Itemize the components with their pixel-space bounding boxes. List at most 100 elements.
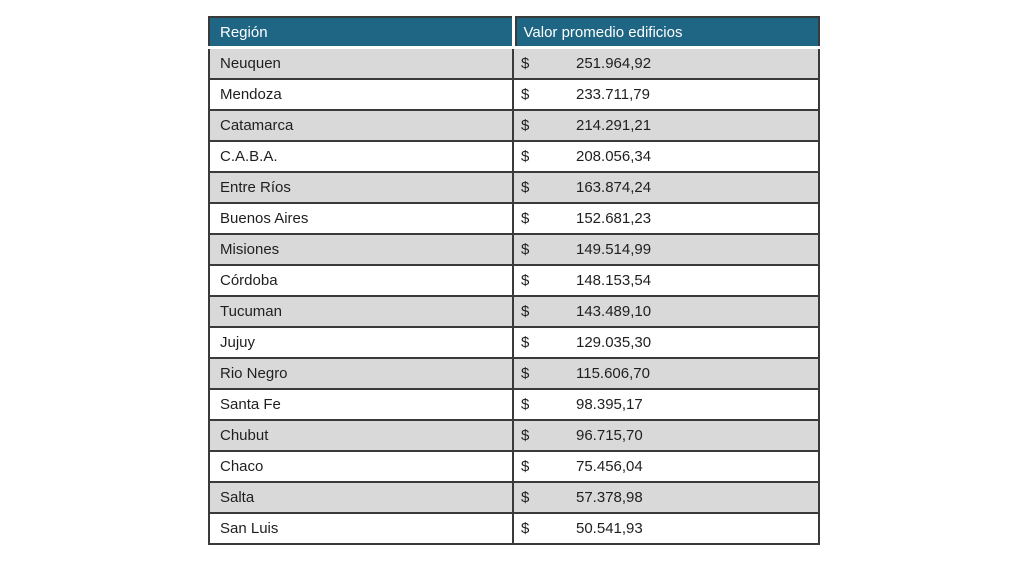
- region-label: Catamarca: [220, 117, 294, 134]
- value-amount: 148.153,54: [576, 272, 652, 289]
- value-cell: $ 208.056,34: [512, 140, 820, 173]
- region-cell: Salta: [208, 481, 514, 514]
- value-cell: $ 251.964,92: [512, 46, 820, 80]
- region-cell: Chubut: [208, 419, 514, 452]
- currency-symbol: $: [521, 241, 530, 258]
- region-cell: Neuquen: [208, 46, 514, 80]
- region-values-table: Región Valor promedio edificios Neuquen …: [208, 16, 820, 545]
- value-amount: 163.874,24: [576, 179, 652, 196]
- value-cell: $ 57.378,98: [512, 481, 820, 514]
- table-row: Catamarca $ 214.291,21: [208, 109, 820, 142]
- currency-symbol: $: [521, 396, 530, 413]
- region-label: San Luis: [220, 520, 279, 537]
- region-label: Salta: [220, 489, 255, 506]
- value-cell: $ 148.153,54: [512, 264, 820, 297]
- currency-symbol: $: [521, 148, 530, 165]
- currency-symbol: $: [521, 303, 530, 320]
- region-cell: Catamarca: [208, 109, 514, 142]
- region-label: Córdoba: [220, 272, 278, 289]
- region-cell: Mendoza: [208, 78, 514, 111]
- table-row: Rio Negro $ 115.606,70: [208, 357, 820, 390]
- value-cell: $ 149.514,99: [512, 233, 820, 266]
- currency-symbol: $: [521, 179, 530, 196]
- value-cell: $ 115.606,70: [512, 357, 820, 390]
- table-row: Mendoza $ 233.711,79: [208, 78, 820, 111]
- region-label: Jujuy: [220, 334, 256, 351]
- table-row: Córdoba $ 148.153,54: [208, 264, 820, 297]
- region-label: Tucuman: [220, 303, 282, 320]
- value-amount: 129.035,30: [576, 334, 652, 351]
- region-cell: Córdoba: [208, 264, 514, 297]
- table-row: Buenos Aires $ 152.681,23: [208, 202, 820, 235]
- table-row: Misiones $ 149.514,99: [208, 233, 820, 266]
- currency-symbol: $: [521, 210, 530, 227]
- value-amount: 50.541,93: [576, 520, 643, 537]
- region-label: Entre Ríos: [220, 179, 291, 196]
- value-cell: $ 75.456,04: [512, 450, 820, 483]
- currency-symbol: $: [521, 86, 530, 103]
- value-amount: 152.681,23: [576, 210, 652, 227]
- region-cell: Rio Negro: [208, 357, 514, 390]
- table-row: Jujuy $ 129.035,30: [208, 326, 820, 359]
- value-amount: 208.056,34: [576, 148, 652, 165]
- currency-symbol: $: [521, 334, 530, 351]
- column-header-value: Valor promedio edificios: [513, 17, 819, 49]
- currency-symbol: $: [521, 458, 530, 475]
- table-row: Salta $ 57.378,98: [208, 481, 820, 514]
- value-cell: $ 143.489,10: [512, 295, 820, 328]
- currency-symbol: $: [521, 365, 530, 382]
- currency-symbol: $: [521, 272, 530, 289]
- value-cell: $ 214.291,21: [512, 109, 820, 142]
- value-amount: 214.291,21: [576, 117, 652, 134]
- column-header-region: Región: [209, 17, 515, 49]
- region-cell: Tucuman: [208, 295, 514, 328]
- table-row: C.A.B.A. $ 208.056,34: [208, 140, 820, 173]
- value-cell: $ 233.711,79: [512, 78, 820, 111]
- currency-symbol: $: [521, 489, 530, 506]
- region-label: Neuquen: [220, 55, 281, 72]
- table-row: San Luis $ 50.541,93: [208, 512, 820, 545]
- value-amount: 57.378,98: [576, 489, 643, 506]
- region-cell: Misiones: [208, 233, 514, 266]
- table-header-row: Región Valor promedio edificios: [209, 17, 819, 49]
- region-label: Chaco: [220, 458, 264, 475]
- table-row: Chubut $ 96.715,70: [208, 419, 820, 452]
- region-label: Mendoza: [220, 86, 282, 103]
- table-row: Santa Fe $ 98.395,17: [208, 388, 820, 421]
- table-row: Neuquen $ 251.964,92: [208, 46, 820, 80]
- region-label: Santa Fe: [220, 396, 281, 413]
- currency-symbol: $: [521, 520, 530, 537]
- region-cell: Chaco: [208, 450, 514, 483]
- value-cell: $ 152.681,23: [512, 202, 820, 235]
- region-label: Buenos Aires: [220, 210, 309, 227]
- value-amount: 233.711,79: [576, 86, 650, 103]
- region-label: Chubut: [220, 427, 269, 444]
- region-cell: San Luis: [208, 512, 514, 545]
- currency-symbol: $: [521, 117, 530, 134]
- value-cell: $ 163.874,24: [512, 171, 820, 204]
- table-row: Chaco $ 75.456,04: [208, 450, 820, 483]
- currency-symbol: $: [521, 55, 530, 72]
- value-amount: 143.489,10: [576, 303, 652, 320]
- value-amount: 149.514,99: [576, 241, 652, 258]
- value-amount: 115.606,70: [576, 365, 650, 382]
- region-cell: C.A.B.A.: [208, 140, 514, 173]
- value-amount: 251.964,92: [576, 55, 652, 72]
- region-label: Rio Negro: [220, 365, 288, 382]
- value-amount: 75.456,04: [576, 458, 643, 475]
- value-cell: $ 98.395,17: [512, 388, 820, 421]
- value-amount: 96.715,70: [576, 427, 643, 444]
- region-label: C.A.B.A.: [220, 148, 278, 165]
- region-cell: Buenos Aires: [208, 202, 514, 235]
- region-cell: Jujuy: [208, 326, 514, 359]
- region-cell: Entre Ríos: [208, 171, 514, 204]
- value-cell: $ 50.541,93: [512, 512, 820, 545]
- value-cell: $ 129.035,30: [512, 326, 820, 359]
- region-label: Misiones: [220, 241, 280, 258]
- region-cell: Santa Fe: [208, 388, 514, 421]
- value-amount: 98.395,17: [576, 396, 643, 413]
- table-row: Tucuman $ 143.489,10: [208, 295, 820, 328]
- value-cell: $ 96.715,70: [512, 419, 820, 452]
- table-body: Neuquen $ 251.964,92 Mendoza $ 233.711,7…: [208, 46, 820, 545]
